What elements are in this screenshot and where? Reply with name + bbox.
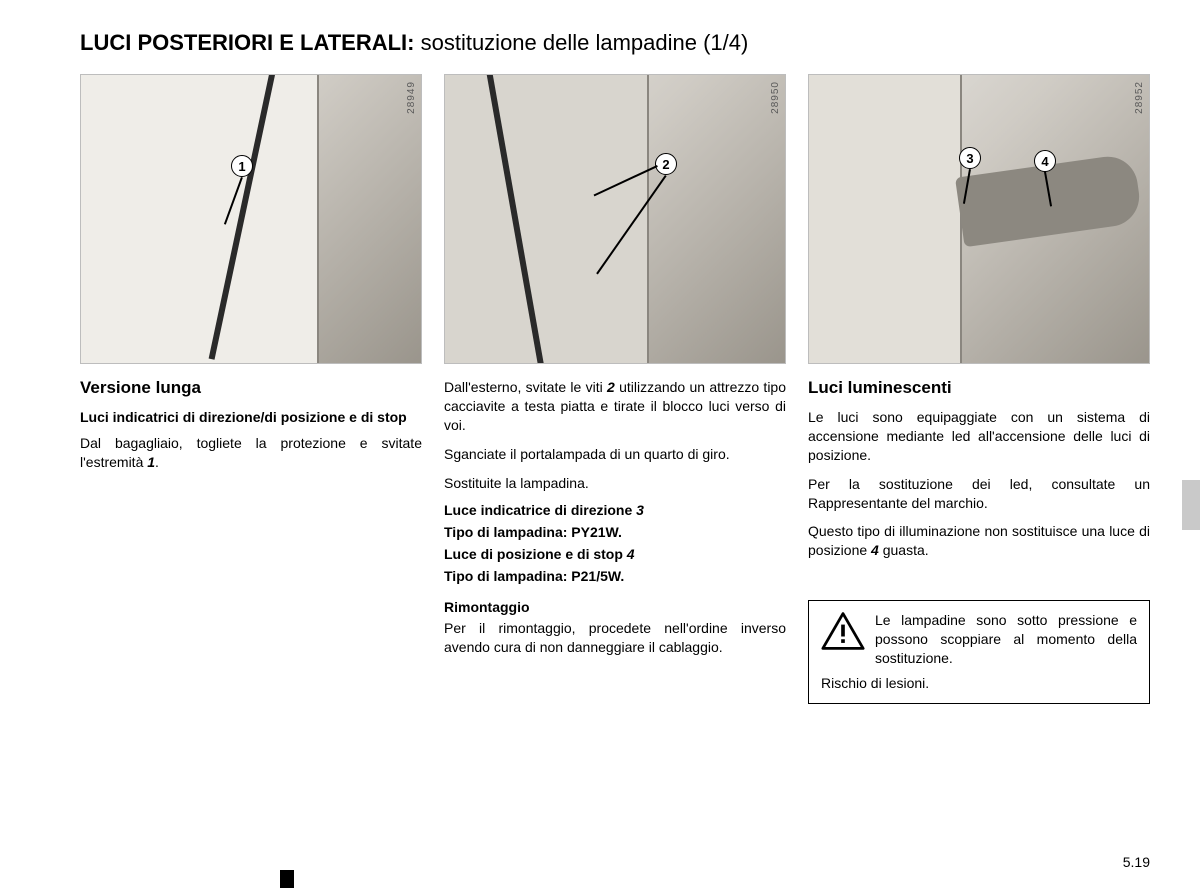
col2-p4: Per il rimontaggio, procedete nell'ordin… bbox=[444, 619, 786, 657]
callout-1: 1 bbox=[231, 155, 253, 177]
page-number: 5.19 bbox=[1123, 854, 1150, 870]
col1-p1c: . bbox=[155, 454, 159, 470]
figure-2-number: 28950 bbox=[770, 81, 781, 114]
col2-b1-ref: 3 bbox=[636, 502, 644, 518]
col2-b3-ref: 4 bbox=[627, 546, 635, 562]
column-3: 28952 3 4 Luci luminescenti Le luci sono… bbox=[808, 74, 1150, 704]
col3-p3: Questo tipo di illuminazione non sostitu… bbox=[808, 522, 1150, 560]
page-title: LUCI POSTERIORI E LATERALI: sostituzione… bbox=[80, 30, 1150, 56]
columns: 28949 1 Versione lunga Luci indicatrici … bbox=[80, 74, 1150, 704]
col3-heading: Luci luminescenti bbox=[808, 378, 1150, 398]
warning-box: Le lampadine sono sotto pressione e poss… bbox=[808, 600, 1150, 704]
column-2: 28950 2 Dall'esterno, svitate le viti 2 … bbox=[444, 74, 786, 704]
col2-p1: Dall'esterno, svitate le viti 2 utilizza… bbox=[444, 378, 786, 435]
col2-b2: Tipo di lampadina: PY21W. bbox=[444, 524, 786, 540]
warning-text-2: Rischio di lesioni. bbox=[821, 674, 1137, 693]
warning-icon bbox=[821, 611, 865, 651]
warning-text-1: Le lampadine sono sotto pressione e poss… bbox=[875, 611, 1137, 668]
col1-heading: Versione lunga bbox=[80, 378, 422, 398]
manual-page: LUCI POSTERIORI E LATERALI: sostituzione… bbox=[0, 0, 1200, 888]
figure-1-number: 28949 bbox=[406, 81, 417, 114]
col2-b4: Tipo di lampadina: P21/5W. bbox=[444, 568, 786, 584]
col1-subheading: Luci indicatrici di direzione/di posizio… bbox=[80, 408, 422, 426]
col3-p3a: Questo tipo di illuminazione non sostitu… bbox=[808, 523, 1150, 558]
figure-3-number: 28952 bbox=[1134, 81, 1145, 114]
col1-p1a: Dal bagagliaio, togliete la protezione e… bbox=[80, 435, 422, 470]
col3-p1: Le luci sono equipaggiate con un sistema… bbox=[808, 408, 1150, 465]
callout-4: 4 bbox=[1034, 150, 1056, 172]
footer-mark bbox=[280, 870, 294, 888]
col2-p1a: Dall'esterno, svitate le viti bbox=[444, 379, 607, 395]
figure-2: 28950 2 bbox=[444, 74, 786, 364]
title-bold: LUCI POSTERIORI E LATERALI: bbox=[80, 30, 414, 55]
figure-1: 28949 1 bbox=[80, 74, 422, 364]
col2-b3a: Luce di posizione e di stop bbox=[444, 546, 627, 562]
figure-3: 28952 3 4 bbox=[808, 74, 1150, 364]
col3-p3c: guasta. bbox=[879, 542, 929, 558]
col2-p2: Sganciate il portalampada di un quarto d… bbox=[444, 445, 786, 464]
col1-p1-ref: 1 bbox=[147, 454, 155, 470]
col2-p1-ref: 2 bbox=[607, 379, 615, 395]
col2-b3: Luce di posizione e di stop 4 bbox=[444, 546, 786, 562]
callout-3: 3 bbox=[959, 147, 981, 169]
title-pagepart: (1/4) bbox=[703, 30, 748, 55]
callout-2: 2 bbox=[655, 153, 677, 175]
title-rest: sostituzione delle lampadine bbox=[414, 30, 703, 55]
col2-b1: Luce indicatrice di direzione 3 bbox=[444, 502, 786, 518]
col3-p2: Per la sostituzione dei led, consultate … bbox=[808, 475, 1150, 513]
column-1: 28949 1 Versione lunga Luci indicatrici … bbox=[80, 74, 422, 704]
side-tab bbox=[1182, 480, 1200, 530]
col2-h3: Rimontaggio bbox=[444, 598, 786, 616]
col2-b1a: Luce indicatrice di direzione bbox=[444, 502, 636, 518]
col2-p3: Sostituite la lampadina. bbox=[444, 474, 786, 493]
col3-p3-ref: 4 bbox=[871, 542, 879, 558]
col1-p1: Dal bagagliaio, togliete la protezione e… bbox=[80, 434, 422, 472]
